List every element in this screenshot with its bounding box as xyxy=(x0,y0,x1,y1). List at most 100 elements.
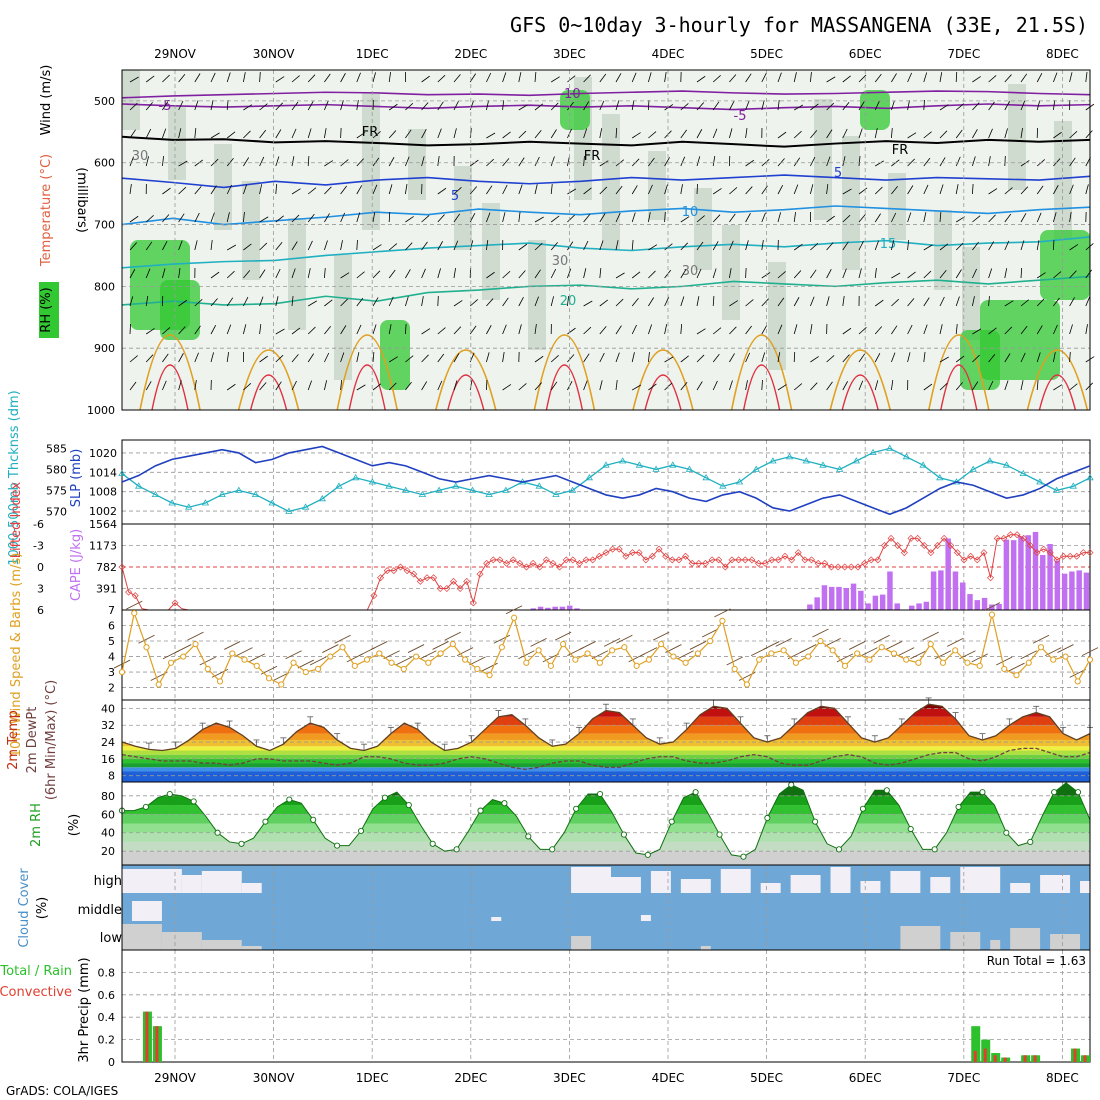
wind-barb xyxy=(243,212,245,223)
rh-point xyxy=(166,790,173,798)
date-label-top: 29NOV xyxy=(154,47,196,61)
li-point xyxy=(1073,552,1081,560)
wind-barb xyxy=(939,382,948,391)
wind-barb xyxy=(712,327,722,335)
li-point xyxy=(377,574,385,582)
cloud-row-label-middle: middle xyxy=(78,903,122,918)
wind-barb xyxy=(648,352,650,363)
rh-shade xyxy=(168,107,186,180)
wind-barb xyxy=(486,158,494,167)
rh-point xyxy=(1074,789,1082,796)
upper-air-panel: -5-10-5FRFRFR551015203030305006007008009… xyxy=(39,65,1095,417)
rh-point xyxy=(453,846,460,853)
thickness-point xyxy=(218,490,226,497)
wind-barb xyxy=(259,129,267,139)
wind-speed-point xyxy=(216,678,224,685)
cape-bar xyxy=(981,597,988,610)
wind-barb xyxy=(356,352,360,363)
wind-barb xyxy=(631,72,637,83)
temp-lobe xyxy=(928,334,990,411)
li-point xyxy=(761,559,769,567)
cloud-block-high xyxy=(680,879,711,893)
li-point xyxy=(648,552,656,560)
wind-barb xyxy=(226,100,229,111)
cape-bar xyxy=(923,601,930,610)
wind-barb xyxy=(631,132,641,139)
thickness-point xyxy=(936,474,944,481)
wind-speed-point xyxy=(1001,665,1008,673)
wind-speed-point xyxy=(523,659,530,666)
wind-speed-point xyxy=(915,659,922,666)
wind-barb xyxy=(534,269,541,279)
wind-barb xyxy=(745,100,750,111)
wind-barb xyxy=(955,242,964,251)
precip-convective-bar xyxy=(983,1048,987,1062)
wind-barb xyxy=(1020,160,1030,167)
wind-barb xyxy=(793,383,803,391)
wind-speed-point xyxy=(694,650,701,657)
wind-barb xyxy=(405,269,411,279)
wind-barb xyxy=(842,188,852,195)
cape-bar xyxy=(1040,555,1046,610)
cape-bar xyxy=(559,606,566,610)
wind-barb xyxy=(648,212,651,223)
wind-barb xyxy=(550,76,560,83)
wind-barb xyxy=(243,184,248,195)
wind-barb xyxy=(437,101,444,111)
wind-barb xyxy=(858,380,864,391)
rh-point xyxy=(931,846,938,853)
wind-barb xyxy=(194,128,197,139)
wind-barb xyxy=(1069,131,1078,139)
surface-wind-barb xyxy=(1020,650,1037,660)
li-point xyxy=(993,534,1001,542)
wind-barb xyxy=(891,100,895,111)
wind-speed-point xyxy=(719,617,726,624)
wind-barb xyxy=(210,185,217,195)
li-point xyxy=(370,592,378,600)
wind-barb xyxy=(1004,300,1014,307)
wind-barb xyxy=(307,213,315,223)
wind-speed-point xyxy=(192,641,199,648)
wind-barb xyxy=(421,102,429,111)
thickness-point xyxy=(1019,469,1027,476)
wind-barb xyxy=(1085,72,1088,83)
wind-barb xyxy=(874,160,884,167)
temp-lobe xyxy=(237,349,300,411)
wind-barb xyxy=(988,214,996,223)
cloud-block-middle xyxy=(131,901,162,921)
wind-barb xyxy=(1004,240,1010,251)
wind-speed-point xyxy=(143,644,150,651)
cloud-block-low xyxy=(900,926,941,950)
wind-speed-point xyxy=(805,653,812,660)
cloud-block-high xyxy=(1080,881,1090,893)
wind-speed-point xyxy=(339,644,346,651)
wind-speed-point xyxy=(363,656,371,663)
li-point xyxy=(456,585,464,592)
wind-barb xyxy=(437,353,445,363)
li-point xyxy=(880,542,888,549)
wind-barb xyxy=(891,128,893,139)
cape-bar xyxy=(858,590,864,610)
isotherm-5 xyxy=(121,174,1091,189)
wind-barb xyxy=(194,352,199,363)
rh-point xyxy=(262,818,269,825)
li-point xyxy=(662,552,670,560)
ytick-pressure: 1000 xyxy=(87,404,115,417)
cape-bar xyxy=(537,606,544,610)
contour-label: FR xyxy=(362,125,379,140)
li-point xyxy=(489,556,497,564)
wind-barb xyxy=(178,213,185,223)
rh-point xyxy=(1051,789,1058,796)
surface-wind-barb xyxy=(248,653,265,663)
wind-barb xyxy=(745,267,747,279)
wind-barb xyxy=(340,212,346,223)
wind-barb xyxy=(469,186,478,195)
ytick-li: 0 xyxy=(37,561,44,574)
wind-barb xyxy=(648,184,653,195)
thickness-point xyxy=(201,499,210,506)
wind-barb xyxy=(307,187,317,195)
ytick-pressure: 500 xyxy=(94,95,115,108)
surface-wind-barb xyxy=(199,656,216,666)
ytick-precip: 0.8 xyxy=(98,966,116,979)
li-point xyxy=(1000,534,1008,542)
